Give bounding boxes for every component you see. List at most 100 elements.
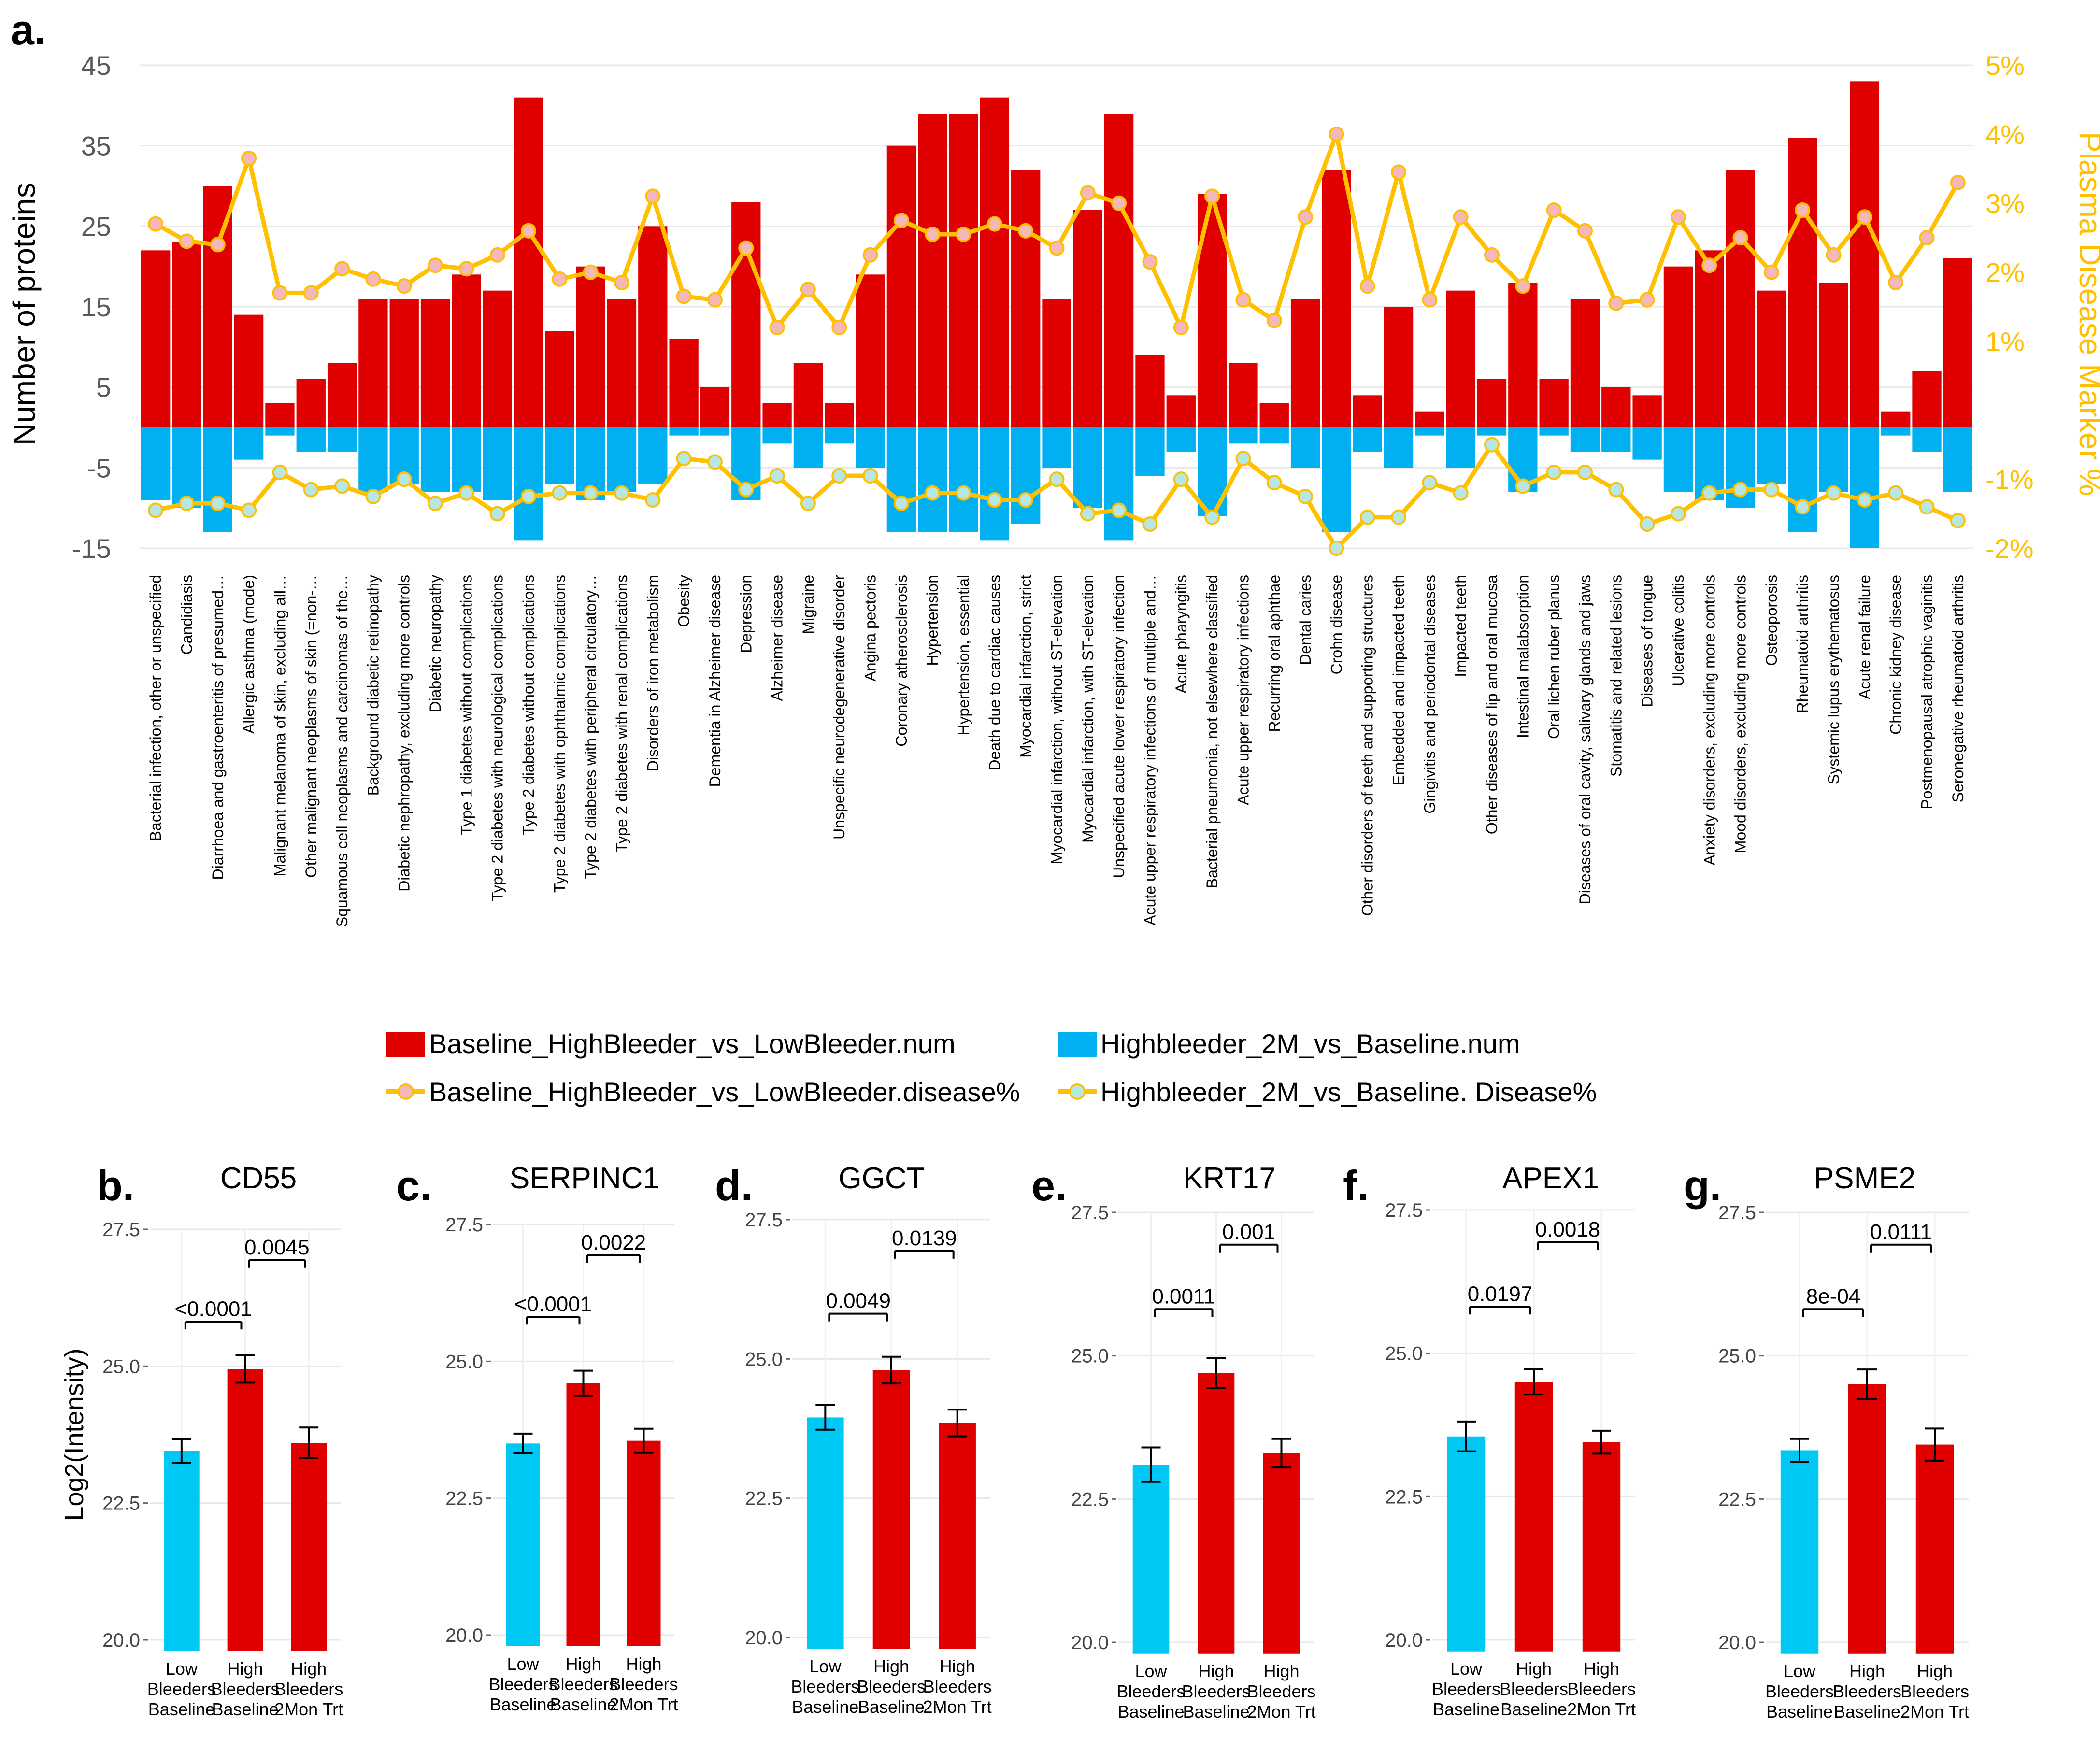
bar-high-bleeders [1582,1442,1621,1652]
x-category-label: Bleeders [1500,1679,1568,1699]
x-category-label: Bleeders [1765,1681,1834,1701]
bar-red [1601,387,1631,427]
bar-red [1353,395,1382,427]
bar-blue [1011,427,1041,524]
x-category-label: Myocardial infarction, strict [1017,575,1034,758]
disease-pct-red-point [614,275,629,290]
y-tick-label: 22.5 [1718,1489,1756,1510]
bar-red [1819,283,1848,427]
disease-pct-red-point [552,271,568,287]
disease-pct-red-point [1639,292,1655,308]
x-category-label: Low [1450,1659,1483,1679]
x-category-label: Bleeders [549,1674,617,1694]
x-category-label: Type 1 diabetes without complications [457,575,475,835]
disease-pct-red-point [707,292,723,308]
disease-pct-blue-point [458,485,474,501]
x-category-label: Bleeders [488,1674,557,1694]
y-tick-label: 20.0 [102,1630,140,1651]
bar-red [172,242,201,427]
disease-pct-red-point [396,278,412,294]
right-tick-label: -1% [1986,464,2034,495]
bar-red [483,290,512,427]
bar-blue [1290,427,1320,468]
bar-red [762,403,792,427]
y-tick-label: 20.0 [1071,1632,1109,1653]
disease-pct-red-point [1763,264,1779,280]
disease-pct-red-point [179,233,195,249]
x-category-label: Chronic kidney disease [1887,575,1904,735]
disease-pct-blue-point [986,492,1002,508]
x-category-label: Type 2 diabetes without complications [520,575,537,835]
x-category-label: 2Mon Trt [923,1697,992,1717]
panel-label: b. [97,1162,134,1210]
x-category-label: Bleeders [923,1677,992,1696]
x-category-label: High [1849,1661,1885,1681]
pvalue-label: 0.0197 [1468,1282,1533,1306]
bar-blue [980,427,1010,541]
right-tick-label: 2% [1986,257,2025,288]
bar-red [1259,403,1289,427]
bar-blue [1539,427,1569,436]
disease-pct-blue-point [1018,492,1034,508]
bar-red [1632,395,1662,427]
x-category-label: 2Mon Trt [1900,1702,1969,1722]
bar-red [1290,299,1320,427]
right-tick-label: -2% [1986,533,2034,564]
x-category-label: Baseline [1117,1702,1184,1722]
x-category-label: Type 2 diabetes with peripheral circulat… [582,575,600,879]
bar-red [793,363,823,427]
bar-red [203,186,232,427]
x-category-label: Bleeders [791,1677,859,1696]
bar-red [1508,283,1538,427]
bar-red [949,114,978,427]
left-tick-label: 35 [81,131,111,161]
panel-label: f. [1343,1162,1369,1210]
bar-red [607,299,637,427]
bar-blue [1850,427,1880,548]
y-tick-label: 20.0 [445,1625,483,1646]
x-category-label: Recurring oral aphthae [1266,575,1283,732]
bar-blue [700,427,730,436]
right-tick-label: 1% [1986,326,2025,356]
disease-pct-blue-point [1266,475,1282,491]
disease-pct-blue-point [769,468,785,484]
bar-blue [1073,427,1102,508]
panel-b: b. CD5527.525.022.520.0LowBleedersBaselin… [60,1162,343,1719]
disease-pct-blue-point [1515,478,1531,494]
panel-title: GGCT [838,1162,925,1195]
x-category-label: High [626,1654,661,1674]
disease-pct-blue-point [365,488,381,504]
x-category-label: Gingivitis and periodontal diseases [1421,575,1438,814]
panel-g: g. PSME227.525.022.520.0LowBleedersBaseli… [1684,1162,1969,1722]
bar-red [1663,266,1693,427]
bar-red [576,266,605,427]
disease-pct-blue-point [1826,485,1842,501]
y-tick-label: 27.5 [102,1219,140,1240]
legend-label-blue-line: Highbleeder_2M_vs_Baseline. Disease% [1100,1077,1597,1107]
disease-pct-blue-point [1763,482,1779,498]
x-category-label: Diabetic neuropathy [427,575,444,712]
bar-low-bleeders [1447,1436,1486,1652]
small-panels: b. CD5527.525.022.520.0LowBleedersBaselin… [60,1162,1969,1722]
pvalue-label: 0.0018 [1535,1218,1600,1241]
disease-pct-red-point [272,285,288,301]
disease-pct-blue-point [1080,506,1096,522]
disease-pct-red-point [334,261,350,277]
bar-blue [886,427,916,532]
right-tick-label: 3% [1986,188,2025,219]
y-tick-label: 22.5 [102,1493,140,1514]
bar-blue [1632,427,1662,460]
x-category-label: Baseline [1433,1699,1500,1719]
panel-a: a. 45 35 25 15 5 -5 -15 5% 4% 3% 2% 1% -1% -2% Bacte… [7,6,2100,927]
bar-red [1912,371,1942,427]
y-tick-label: 20.0 [1718,1632,1756,1653]
disease-pct-red-point [1329,126,1344,142]
x-category-label: Bleeders [1116,1681,1185,1701]
x-category-label: Impacted teeth [1452,575,1470,677]
x-category-label: Acute upper respiratory infections [1234,575,1252,805]
bar-red [1042,299,1071,427]
bar-red [1850,81,1880,428]
bar-blue [1570,427,1600,452]
pvalue-label: 0.0049 [826,1289,891,1313]
disease-pct-blue-point [1049,471,1065,487]
